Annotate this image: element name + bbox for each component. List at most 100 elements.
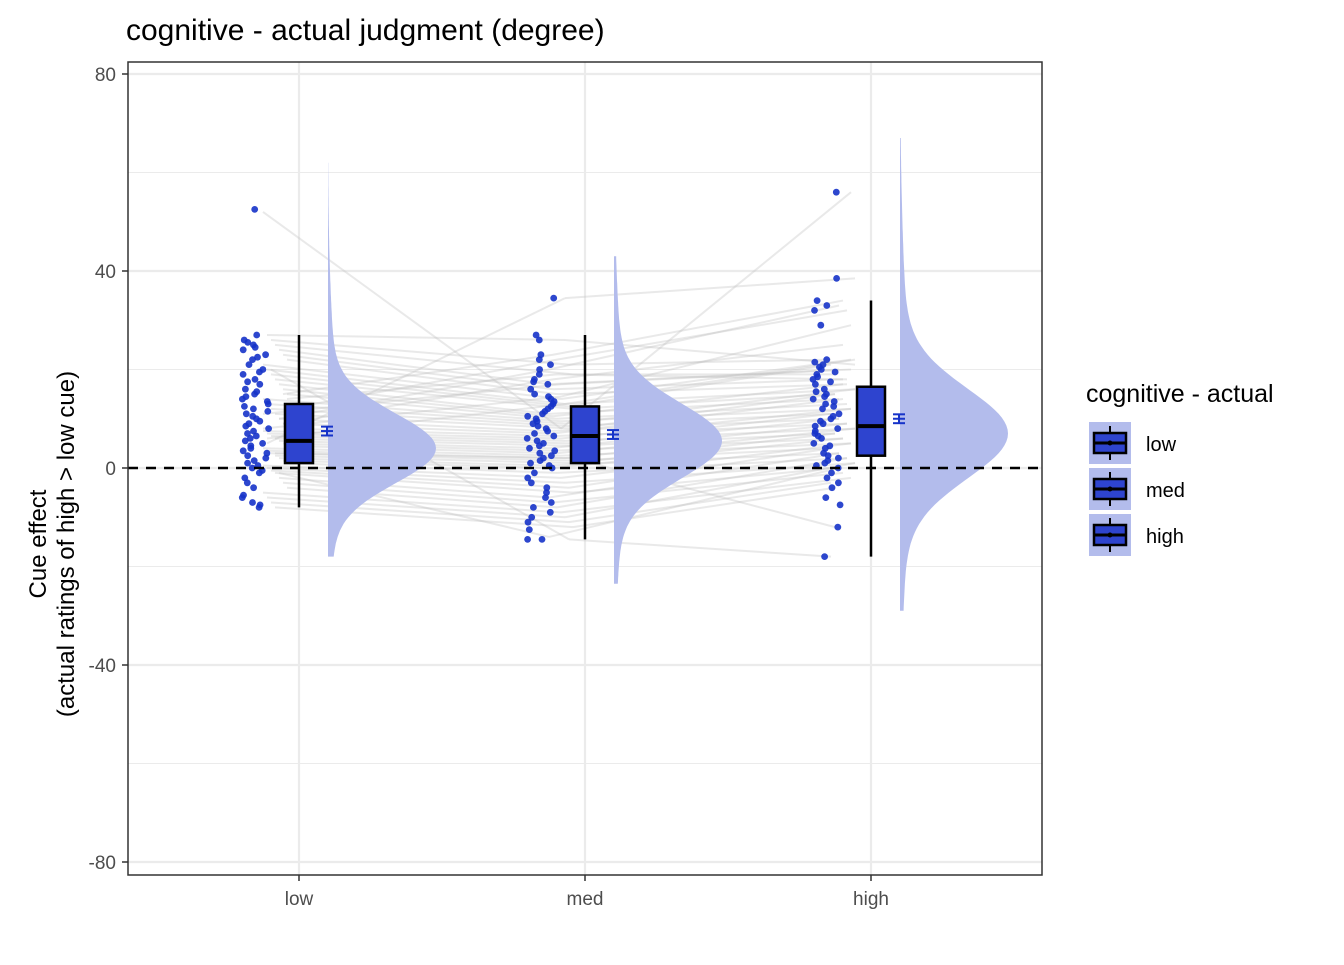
data-point-med xyxy=(535,371,543,378)
data-point-med xyxy=(539,410,546,418)
data-point-low xyxy=(256,368,263,376)
subject-line xyxy=(270,469,570,489)
data-point-low xyxy=(251,376,259,383)
data-point-high xyxy=(818,435,825,442)
data-point-low xyxy=(249,499,256,506)
legend-entry-high: high xyxy=(1089,514,1184,556)
boxplot-low xyxy=(283,335,333,508)
subject-line xyxy=(278,348,550,386)
y-tick-label: -80 xyxy=(89,853,116,874)
subject-line xyxy=(262,363,562,401)
legend: cognitive - actual low med high xyxy=(1086,380,1274,556)
subject-line xyxy=(266,334,566,341)
data-point-med xyxy=(525,526,533,533)
legend-label-med: med xyxy=(1146,480,1185,502)
subject-line xyxy=(270,407,570,428)
data-point-med xyxy=(542,494,549,501)
subject-line xyxy=(552,299,844,356)
data-point-med xyxy=(531,390,538,398)
data-point-high xyxy=(835,479,842,487)
y-tick-label: 80 xyxy=(95,65,116,86)
data-point-med xyxy=(550,294,558,302)
subject-line xyxy=(568,358,832,366)
legend-label-high: high xyxy=(1146,526,1184,548)
subject-line xyxy=(552,343,844,381)
subject-line xyxy=(560,368,852,386)
data-point-low xyxy=(250,405,257,413)
data-point-med xyxy=(524,412,532,420)
subject-line xyxy=(564,462,856,519)
data-point-high xyxy=(819,405,826,413)
data-point-high xyxy=(823,474,831,482)
data-point-med xyxy=(527,459,534,467)
data-point-high xyxy=(812,380,819,388)
data-point-low xyxy=(247,444,255,452)
subject-line xyxy=(548,304,840,371)
mean-errorbar-med xyxy=(607,429,619,440)
data-point-low xyxy=(249,356,256,363)
data-point-low xyxy=(248,464,256,472)
data-point-low xyxy=(241,437,249,445)
data-point-high xyxy=(835,410,843,418)
data-point-low xyxy=(250,457,258,464)
data-point-med xyxy=(536,449,544,457)
data-point-low xyxy=(239,371,247,378)
density-high xyxy=(900,138,1008,611)
data-point-med xyxy=(526,444,533,452)
data-point-med xyxy=(523,435,531,442)
data-point-med xyxy=(531,430,538,437)
mean-errorbar-high xyxy=(893,413,905,425)
data-point-high xyxy=(836,501,844,509)
data-point-med xyxy=(536,457,544,464)
data-point-med xyxy=(544,427,551,435)
data-point-high xyxy=(811,358,819,366)
data-point-high xyxy=(831,368,839,376)
data-point-med xyxy=(535,356,543,363)
subject-line xyxy=(552,471,844,504)
data-point-low xyxy=(244,378,252,386)
y-axis-title: Cue effect (actual ratings of high > low… xyxy=(25,371,80,717)
data-point-low xyxy=(255,469,263,477)
subject-line xyxy=(556,373,848,381)
subject-line xyxy=(556,309,848,361)
data-point-high xyxy=(817,321,825,329)
x-tick-label-high: high xyxy=(853,889,889,910)
subject-line xyxy=(568,481,832,524)
subject-line xyxy=(262,491,562,514)
data-point-low xyxy=(262,351,269,359)
data-point-med xyxy=(551,447,559,455)
subject-line xyxy=(568,538,832,558)
data-point-high xyxy=(828,469,835,477)
boxplot-med xyxy=(569,335,619,540)
data-point-low xyxy=(242,422,250,430)
data-point-med xyxy=(548,464,556,472)
subject-line xyxy=(548,368,840,386)
data-point-low xyxy=(244,339,252,346)
data-point-med xyxy=(527,479,535,487)
subject-line xyxy=(560,358,852,401)
data-point-high xyxy=(821,553,828,560)
data-point-high xyxy=(811,422,819,430)
data-point-low xyxy=(251,206,259,213)
data-point-low xyxy=(245,361,253,368)
y-axis-title-line-1: Cue effect xyxy=(25,489,52,598)
mean-errorbar-low xyxy=(321,425,333,437)
data-point-med xyxy=(524,518,532,526)
data-point-med xyxy=(528,513,536,521)
subject-line xyxy=(278,476,550,499)
data-point-med xyxy=(547,499,555,506)
legend-label-low: low xyxy=(1146,434,1177,456)
data-point-high xyxy=(824,452,832,460)
subject-line xyxy=(278,471,550,538)
data-point-high xyxy=(834,425,842,432)
density-clouds xyxy=(328,138,1008,611)
data-point-low xyxy=(243,479,251,487)
data-point-low xyxy=(239,395,246,403)
data-point-med xyxy=(544,380,552,388)
data-point-high xyxy=(823,356,831,363)
data-point-high xyxy=(823,302,831,309)
data-point-low xyxy=(238,494,246,501)
subject-line xyxy=(552,378,844,391)
data-point-med xyxy=(548,452,555,460)
box-high xyxy=(855,385,887,457)
